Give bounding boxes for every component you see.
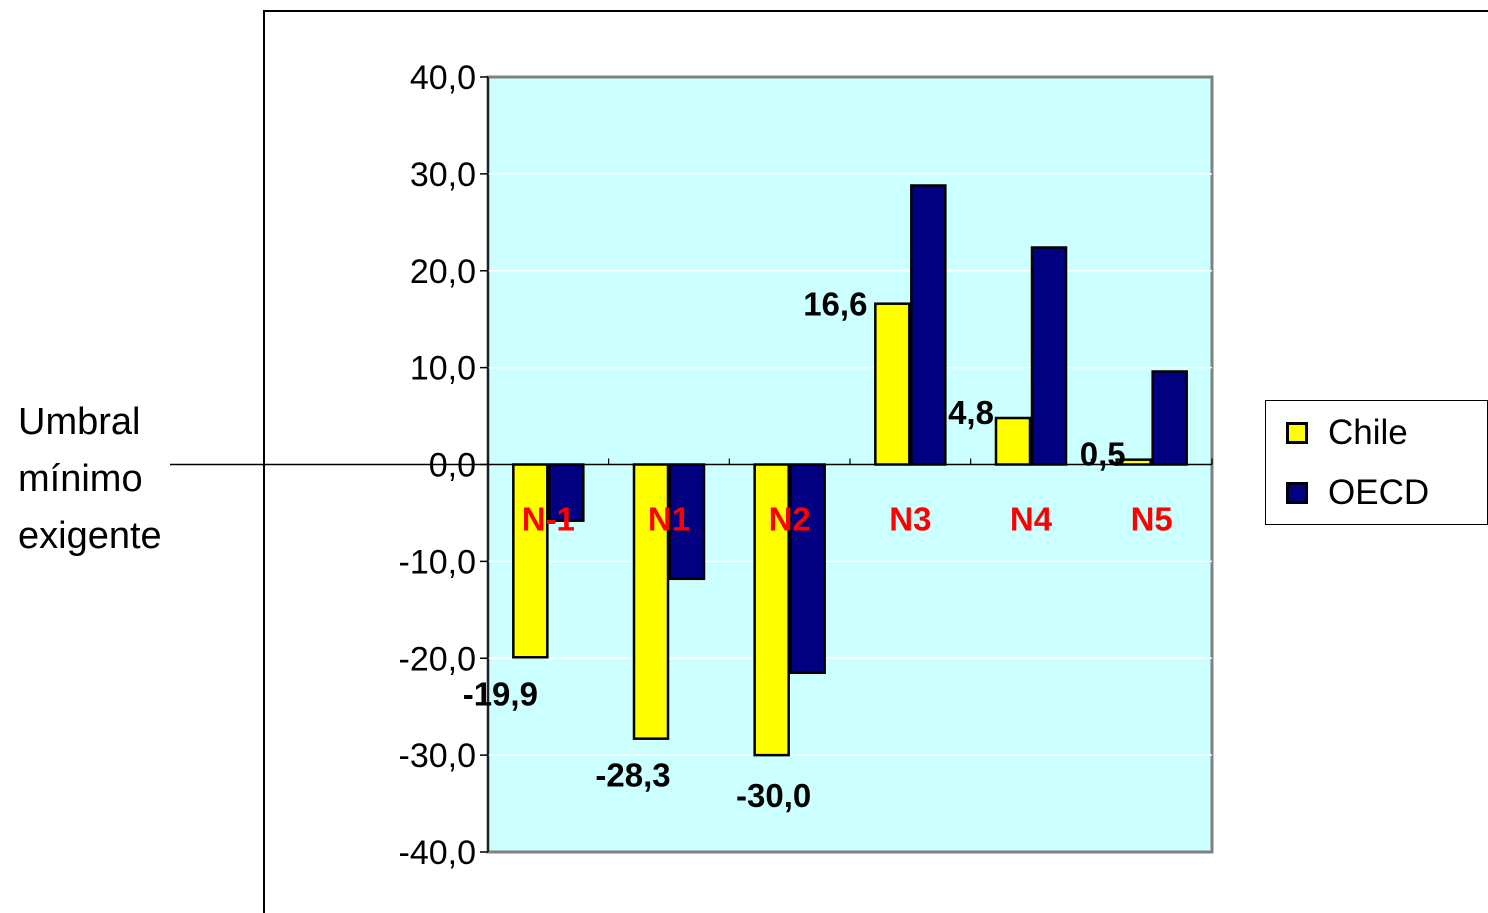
category-label: N2 bbox=[769, 501, 811, 538]
annotation-line-1: Umbral bbox=[18, 401, 141, 443]
bar-oecd bbox=[789, 463, 826, 675]
y-tick-label: 20,0 bbox=[410, 253, 476, 291]
y-tick-label: -30,0 bbox=[399, 737, 477, 775]
data-label-chile: -28,3 bbox=[595, 757, 670, 794]
bar-oecd bbox=[1030, 246, 1068, 466]
data-label-chile: 0,5 bbox=[1080, 436, 1126, 473]
category-label: N3 bbox=[889, 501, 931, 538]
chart-frame bbox=[263, 10, 1488, 913]
y-tick-label: 30,0 bbox=[410, 156, 476, 194]
legend-item-oecd: OECD bbox=[1286, 473, 1429, 513]
annotation-line-3: exigente bbox=[18, 515, 162, 557]
y-tick-label: 0,0 bbox=[429, 447, 476, 485]
bar-oecd bbox=[910, 184, 947, 466]
category-label: N4 bbox=[1010, 501, 1053, 538]
bar-chile bbox=[753, 463, 790, 757]
y-tick-label: -10,0 bbox=[399, 543, 477, 581]
legend: Chile OECD bbox=[1265, 400, 1488, 525]
bars bbox=[512, 184, 1188, 757]
y-tick-label: -20,0 bbox=[399, 640, 477, 678]
bar-oecd bbox=[1151, 370, 1188, 466]
data-label-chile: 4,8 bbox=[948, 394, 994, 431]
threshold-annotation: Umbral mínimo exigente bbox=[18, 394, 162, 565]
legend-label-chile: Chile bbox=[1328, 413, 1408, 452]
gridlines bbox=[488, 173, 1212, 756]
annotation-line-2: mínimo bbox=[18, 458, 143, 500]
bar-chile bbox=[874, 302, 911, 466]
bar-chile bbox=[994, 416, 1032, 466]
bar-chile bbox=[512, 463, 549, 659]
axes: -40,0 -30,0 -20,0 -10,0 0,0 10,0 20,0 30,0 40,0 bbox=[399, 59, 1213, 872]
legend-item-chile: Chile bbox=[1286, 413, 1408, 453]
bar-oecd bbox=[548, 463, 585, 522]
y-tick-label: 10,0 bbox=[410, 350, 476, 388]
y-tick-label: 40,0 bbox=[410, 59, 476, 97]
data-label-chile: 16,6 bbox=[803, 286, 867, 323]
legend-label-oecd: OECD bbox=[1328, 473, 1430, 512]
bar-oecd bbox=[668, 463, 706, 581]
bar-chile bbox=[632, 463, 670, 740]
category-label: N-1 bbox=[522, 501, 575, 538]
legend-swatch-oecd bbox=[1286, 482, 1308, 504]
data-label-chile: -30,0 bbox=[736, 777, 811, 814]
legend-swatch-chile bbox=[1286, 422, 1308, 444]
category-label: N1 bbox=[648, 501, 690, 538]
labels: N-1 -19,9 N1 -28,3 N2 -30,0 N3 16,6 N4 4,8 N50,5 bbox=[463, 286, 1173, 814]
y-tick-label: -40,0 bbox=[399, 834, 477, 872]
category-label: N5 bbox=[1131, 501, 1173, 538]
data-label-chile: -19,9 bbox=[463, 675, 538, 712]
